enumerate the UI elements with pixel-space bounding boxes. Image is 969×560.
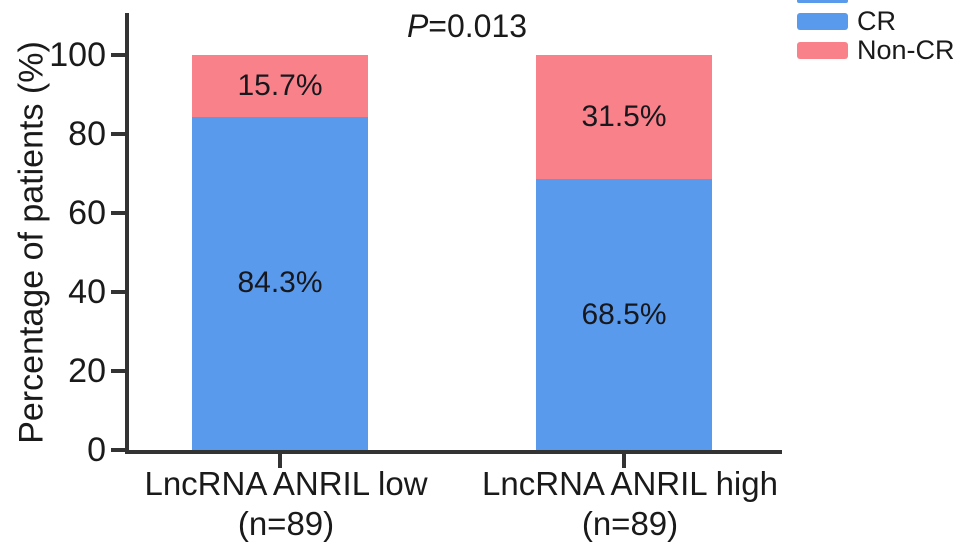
x-category-label: LncRNA ANRIL low (n=89) bbox=[96, 464, 476, 544]
x-category-label: LncRNA ANRIL high (n=89) bbox=[440, 464, 820, 544]
segment-label: 84.3% bbox=[237, 266, 323, 300]
y-tick-mark bbox=[111, 369, 125, 373]
bar-segment-non-cr-0: 15.7% bbox=[192, 55, 368, 117]
x-category-name: LncRNA ANRIL high bbox=[482, 465, 778, 502]
segment-label: 15.7% bbox=[237, 69, 323, 102]
y-tick-label: 0 bbox=[87, 431, 106, 469]
legend-item-non-cr: Non-CR bbox=[797, 36, 955, 65]
legend-item-cr: CR bbox=[797, 7, 955, 36]
y-tick-mark bbox=[111, 132, 125, 136]
cropped-legend-fragment bbox=[797, 0, 848, 3]
x-category-name: LncRNA ANRIL low bbox=[144, 465, 428, 502]
legend: CR Non-CR bbox=[797, 7, 955, 65]
p-symbol: P bbox=[406, 8, 429, 44]
y-axis-title: Percentage of patients (%) bbox=[12, 41, 51, 444]
x-category-n: (n=89) bbox=[581, 505, 679, 542]
y-tick-mark bbox=[111, 53, 125, 57]
non-cr-swatch bbox=[797, 42, 848, 59]
p-value-text: =0.013 bbox=[428, 8, 528, 44]
y-axis-line bbox=[125, 13, 129, 454]
y-tick-label: 100 bbox=[49, 36, 106, 74]
y-tick-label: 80 bbox=[68, 115, 106, 153]
y-tick-mark bbox=[111, 290, 125, 294]
bar-segment-non-cr-1: 31.5% bbox=[536, 55, 712, 180]
legend-label-non-cr: Non-CR bbox=[857, 35, 955, 65]
x-axis-line bbox=[125, 450, 782, 454]
y-tick-label: 40 bbox=[68, 273, 106, 311]
legend-label-cr: CR bbox=[857, 6, 896, 36]
y-tick-mark bbox=[111, 448, 125, 452]
cr-swatch bbox=[797, 13, 848, 30]
p-value-annotation: P=0.013 bbox=[317, 8, 617, 45]
y-tick-mark bbox=[111, 211, 125, 215]
y-tick-label: 20 bbox=[68, 352, 106, 390]
x-category-n: (n=89) bbox=[237, 505, 335, 542]
x-tick-mark bbox=[278, 454, 282, 468]
x-tick-mark bbox=[622, 454, 626, 468]
bar-segment-cr-1: 68.5% bbox=[536, 179, 712, 450]
segment-label: 68.5% bbox=[581, 297, 667, 331]
segment-label: 31.5% bbox=[581, 100, 667, 134]
y-tick-label: 60 bbox=[68, 194, 106, 232]
bar-segment-cr-0: 84.3% bbox=[192, 117, 368, 450]
